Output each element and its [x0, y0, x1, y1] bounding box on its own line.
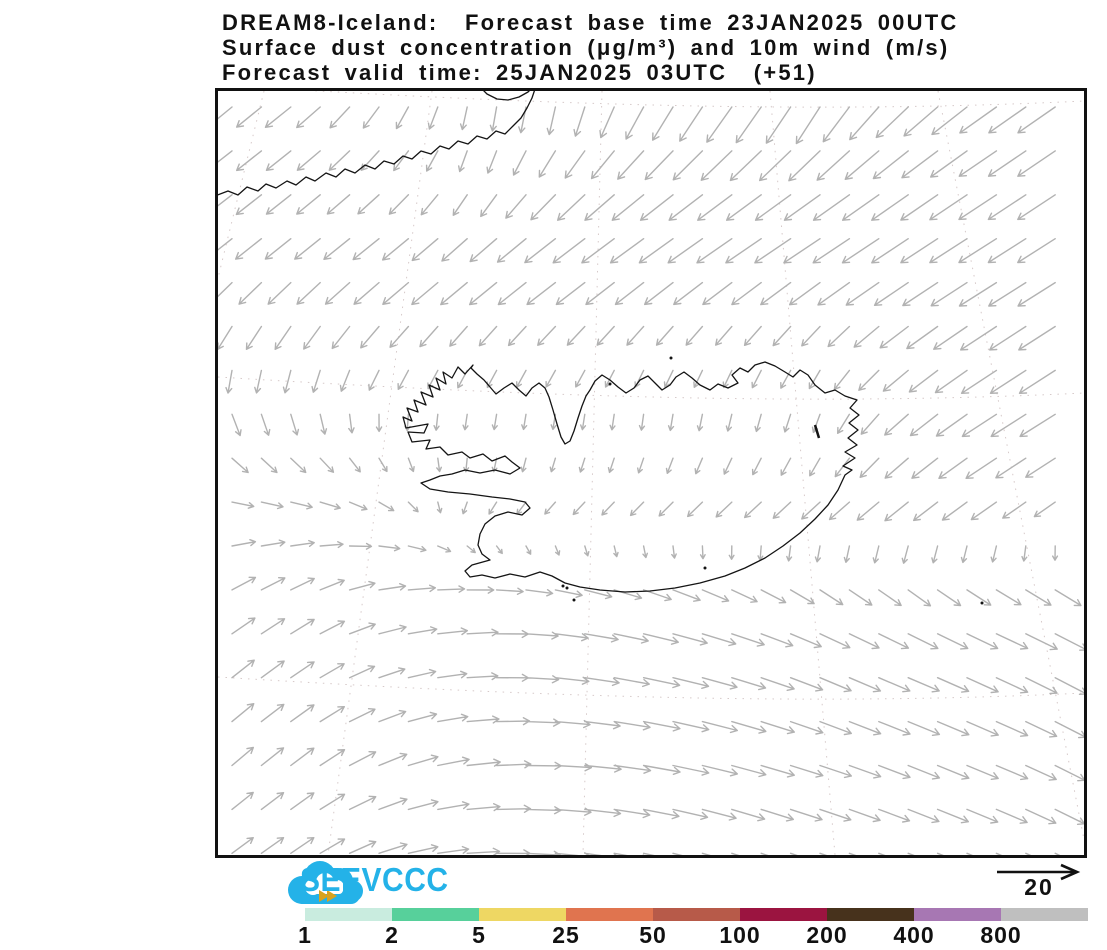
parallel-gridline [310, 91, 1084, 108]
wind-reference-value: 20 [1024, 874, 1054, 900]
colorbar-segment [305, 908, 392, 921]
colorbar-tick-label: 400 [893, 922, 935, 948]
island-dot [980, 601, 984, 605]
wind-vector-field [218, 106, 1084, 855]
greenland-coastline [218, 91, 536, 196]
latlon-gridlines [218, 91, 1084, 855]
island-dot [561, 584, 565, 588]
colorbar-segment [740, 908, 827, 921]
parallel-gridline [218, 676, 1084, 700]
concentration-colorbar [305, 908, 1088, 921]
meridian-gridline [769, 91, 836, 855]
island-dot [608, 382, 612, 386]
wind-arrows-path [218, 106, 1084, 855]
wind-map-canvas [218, 91, 1084, 855]
colorbar-tick-label: 100 [719, 922, 761, 948]
coast-tick [813, 424, 821, 439]
seevccc-cloud-logo-icon [288, 861, 363, 904]
colorbar-segment [914, 908, 1001, 921]
map-frame [215, 88, 1087, 858]
island-dot [703, 566, 707, 570]
meridian-gridline [218, 91, 265, 281]
seevccc-logo-text: SEEVCCC [300, 862, 449, 899]
forecast-title-line3: Forecast valid time: 25JAN2025 03UTC (+5… [222, 60, 817, 85]
iceland-coastline [402, 361, 860, 593]
colorbar-tick-label: 2 [385, 922, 399, 948]
meridian-gridline [327, 91, 433, 855]
colorbar-segment [1001, 908, 1088, 921]
colorbar-segment [653, 908, 740, 921]
meridian-gridline [582, 91, 603, 855]
island-dot [565, 586, 569, 590]
coast-tick-marks [813, 424, 821, 439]
island-dot [669, 356, 673, 360]
forecast-title-line1: DREAM8-Iceland: Forecast base time 23JAN… [222, 10, 959, 35]
colorbar-tick-label: 1 [298, 922, 312, 948]
wind-reference-arrow-icon [997, 863, 1081, 881]
colorbar-segment [479, 908, 566, 921]
forecast-title-line2: Surface dust concentration (μg/m³) and 1… [222, 35, 950, 60]
colorbar-segment [392, 908, 479, 921]
colorbar-tick-label: 800 [980, 922, 1022, 948]
colorbar-tick-label: 50 [639, 922, 667, 948]
colorbar-tick-label: 5 [472, 922, 486, 948]
colorbar-segment [566, 908, 653, 921]
island-dot [572, 598, 576, 602]
colorbar-tick-label: 200 [806, 922, 848, 948]
colorbar-tick-label: 25 [552, 922, 580, 948]
colorbar-segment [827, 908, 914, 921]
meridian-gridline [937, 91, 1084, 843]
small-islands [561, 356, 984, 605]
